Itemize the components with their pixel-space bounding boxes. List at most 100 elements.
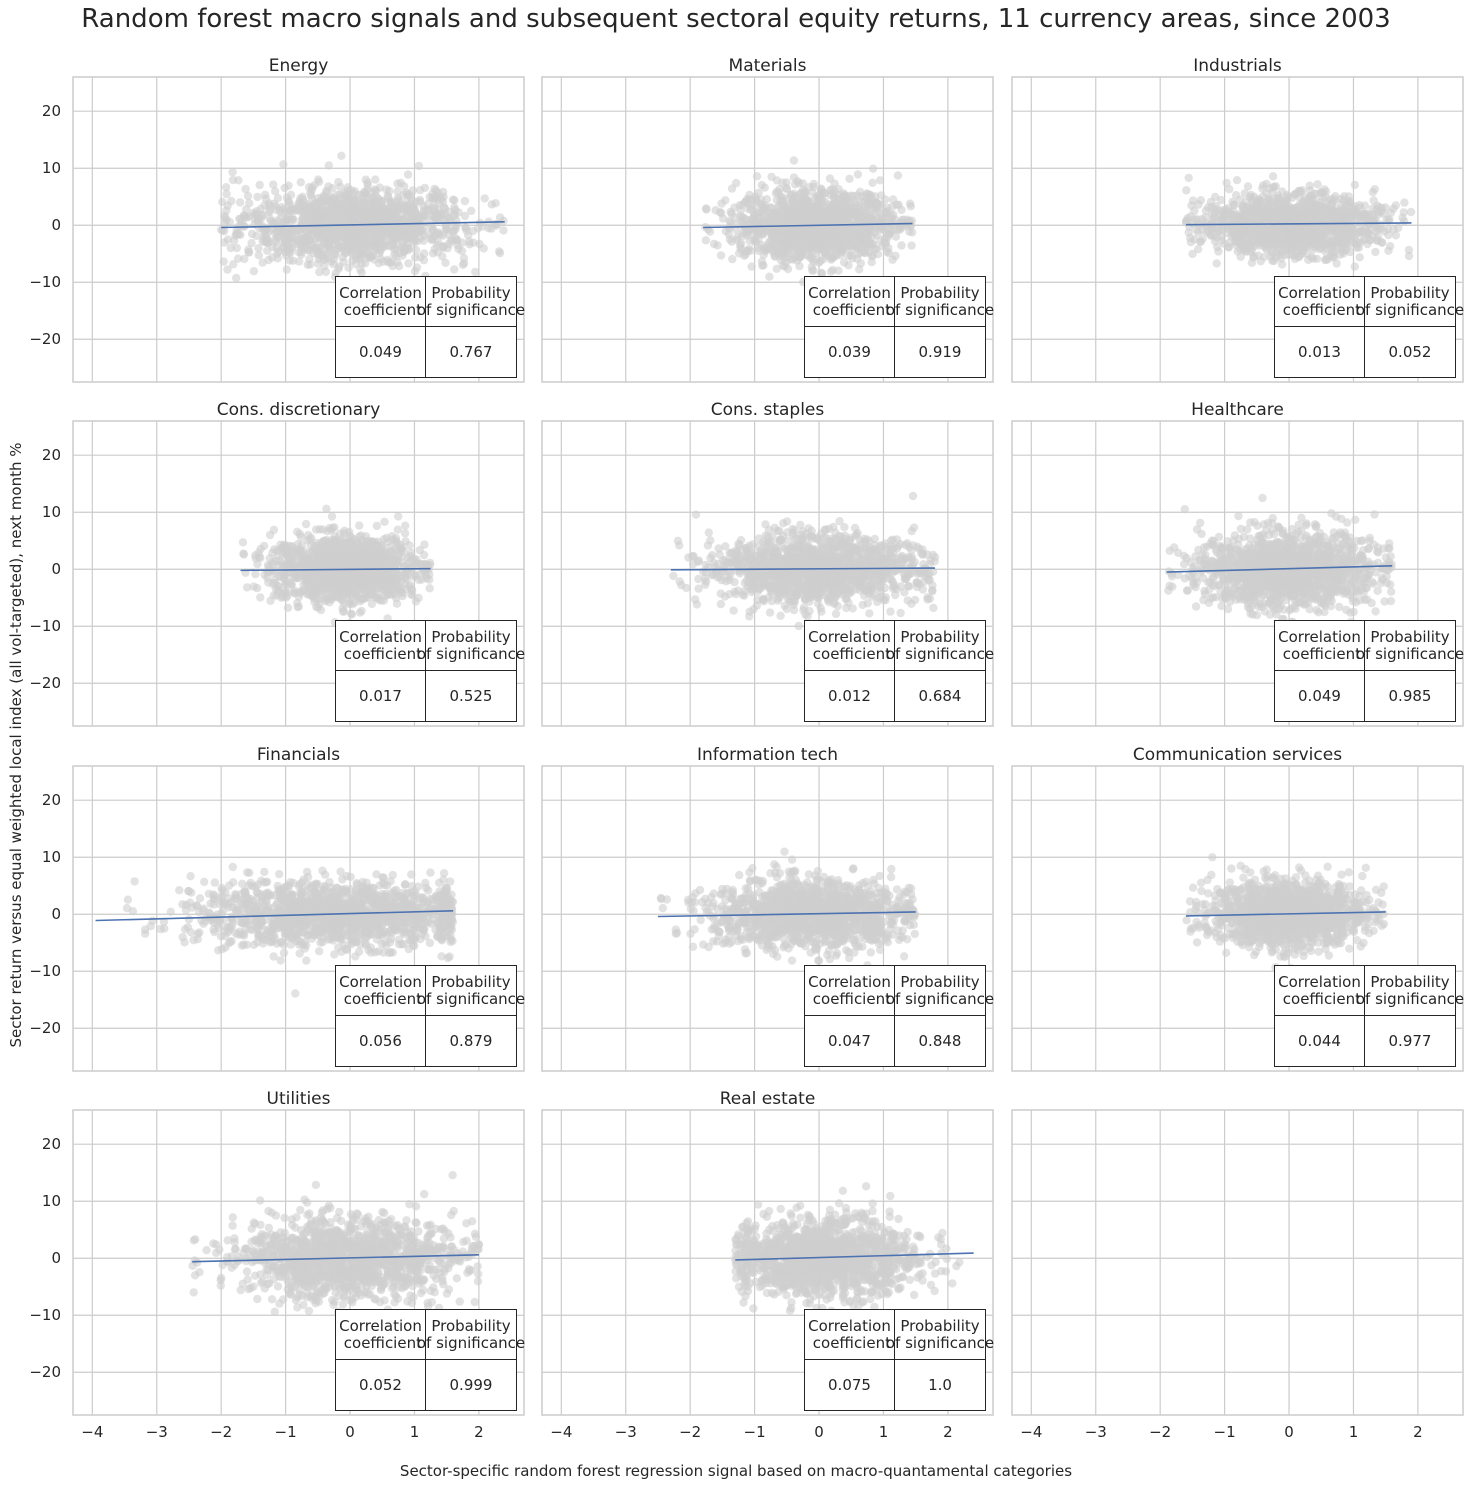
scatter-point <box>793 177 802 186</box>
scatter-point <box>392 231 401 241</box>
scatter-point <box>1342 210 1351 220</box>
scatter-point <box>414 161 424 171</box>
scatter-point <box>906 221 915 230</box>
scatter-point <box>801 223 811 232</box>
scatter-point <box>396 178 405 188</box>
scatter-point <box>478 222 487 231</box>
scatter-point <box>284 197 293 207</box>
scatter-point <box>468 226 478 236</box>
scatter-point <box>1212 259 1221 268</box>
scatter-point <box>286 205 295 214</box>
scatter-point <box>222 189 231 199</box>
scatter-point <box>1391 201 1401 210</box>
scatter-point <box>242 213 252 222</box>
scatter-point <box>886 226 896 235</box>
scatter-point <box>416 185 425 195</box>
scatter-point <box>846 246 855 255</box>
scatter-point <box>372 186 381 195</box>
scatter-point <box>371 175 380 184</box>
scatter-point <box>394 205 403 215</box>
scatter-point <box>810 255 819 264</box>
scatter-point <box>1300 213 1309 222</box>
scatter-point <box>789 156 799 165</box>
scatter-point <box>234 176 243 185</box>
scatter-point <box>747 196 757 205</box>
scatter-point <box>247 229 257 239</box>
x-axis-label: Sector-specific random forest regression… <box>399 1462 1073 1480</box>
scatter-point <box>311 199 321 208</box>
scatter-point <box>1404 245 1414 255</box>
scatter-point <box>385 186 394 196</box>
scatter-point <box>253 192 262 202</box>
scatter-point <box>1268 210 1277 219</box>
scatter-point <box>1355 253 1364 262</box>
scatter-point <box>860 248 870 257</box>
scatter-point <box>361 175 370 184</box>
scatter-point <box>332 220 341 229</box>
scatter-point <box>293 203 302 212</box>
scatter-point <box>344 263 353 272</box>
scatter-point <box>298 192 307 201</box>
scatter-point <box>1212 224 1221 233</box>
scatter-point <box>1346 247 1355 257</box>
scatter-point <box>803 200 812 209</box>
scatter-point <box>875 236 885 245</box>
scatter-point <box>809 179 818 189</box>
scatter-point <box>219 257 228 266</box>
scatter-point <box>378 239 387 248</box>
scatter-point <box>857 192 866 201</box>
scatter-point <box>252 207 261 216</box>
scatter-point <box>351 205 360 214</box>
scatter-point <box>1253 206 1262 215</box>
scatter-point <box>1218 214 1227 223</box>
scatter-point <box>1291 190 1300 199</box>
scatter-point <box>1245 193 1255 202</box>
scatter-point <box>906 202 915 211</box>
scatter-point <box>450 265 459 274</box>
scatter-point <box>1273 191 1283 200</box>
scatter-point <box>1277 260 1287 269</box>
scatter-points <box>1181 172 1416 271</box>
scatter-point <box>1201 213 1210 222</box>
scatter-point <box>1325 220 1334 229</box>
scatter-point <box>831 246 841 255</box>
scatter-point <box>1375 203 1384 212</box>
scatter-point <box>747 262 756 271</box>
scatter-point <box>294 257 304 266</box>
scatter-point <box>262 224 272 233</box>
scatter-point <box>279 160 288 169</box>
scatter-point <box>399 243 409 252</box>
y-tick-label: 0 <box>51 216 61 234</box>
scatter-point <box>730 203 739 212</box>
scatter-point <box>369 247 378 256</box>
scatter-point <box>1252 213 1261 222</box>
scatter-point <box>393 187 402 196</box>
scatter-point <box>254 251 263 260</box>
scatter-point <box>814 199 824 208</box>
scatter-point <box>872 244 881 254</box>
scatter-point <box>233 254 243 263</box>
scatter-point <box>1350 180 1360 190</box>
scatter-point <box>1217 232 1226 241</box>
scatter-point <box>401 521 410 530</box>
scatter-point <box>265 199 274 208</box>
scatter-point <box>1220 239 1229 248</box>
scatter-point <box>845 174 854 183</box>
scatter-point <box>333 190 342 199</box>
scatter-point <box>1188 249 1197 259</box>
scatter-point <box>249 267 259 276</box>
scatter-point <box>499 216 508 225</box>
y-tick-label: 10 <box>42 159 61 177</box>
scatter-point <box>460 196 470 206</box>
panel-title: Energy <box>269 56 329 76</box>
scatter-point <box>823 243 832 252</box>
scatter-point <box>428 226 437 235</box>
scatter-point <box>1313 180 1322 189</box>
scatter-point <box>1305 181 1314 190</box>
scatter-point <box>280 227 290 237</box>
scatter-point <box>853 170 863 179</box>
figure-title: Random forest macro signals and subseque… <box>81 4 1391 34</box>
scatter-point <box>465 240 474 249</box>
scatter-point <box>1247 237 1257 246</box>
panel-title: Cons. discretionary <box>217 400 381 420</box>
